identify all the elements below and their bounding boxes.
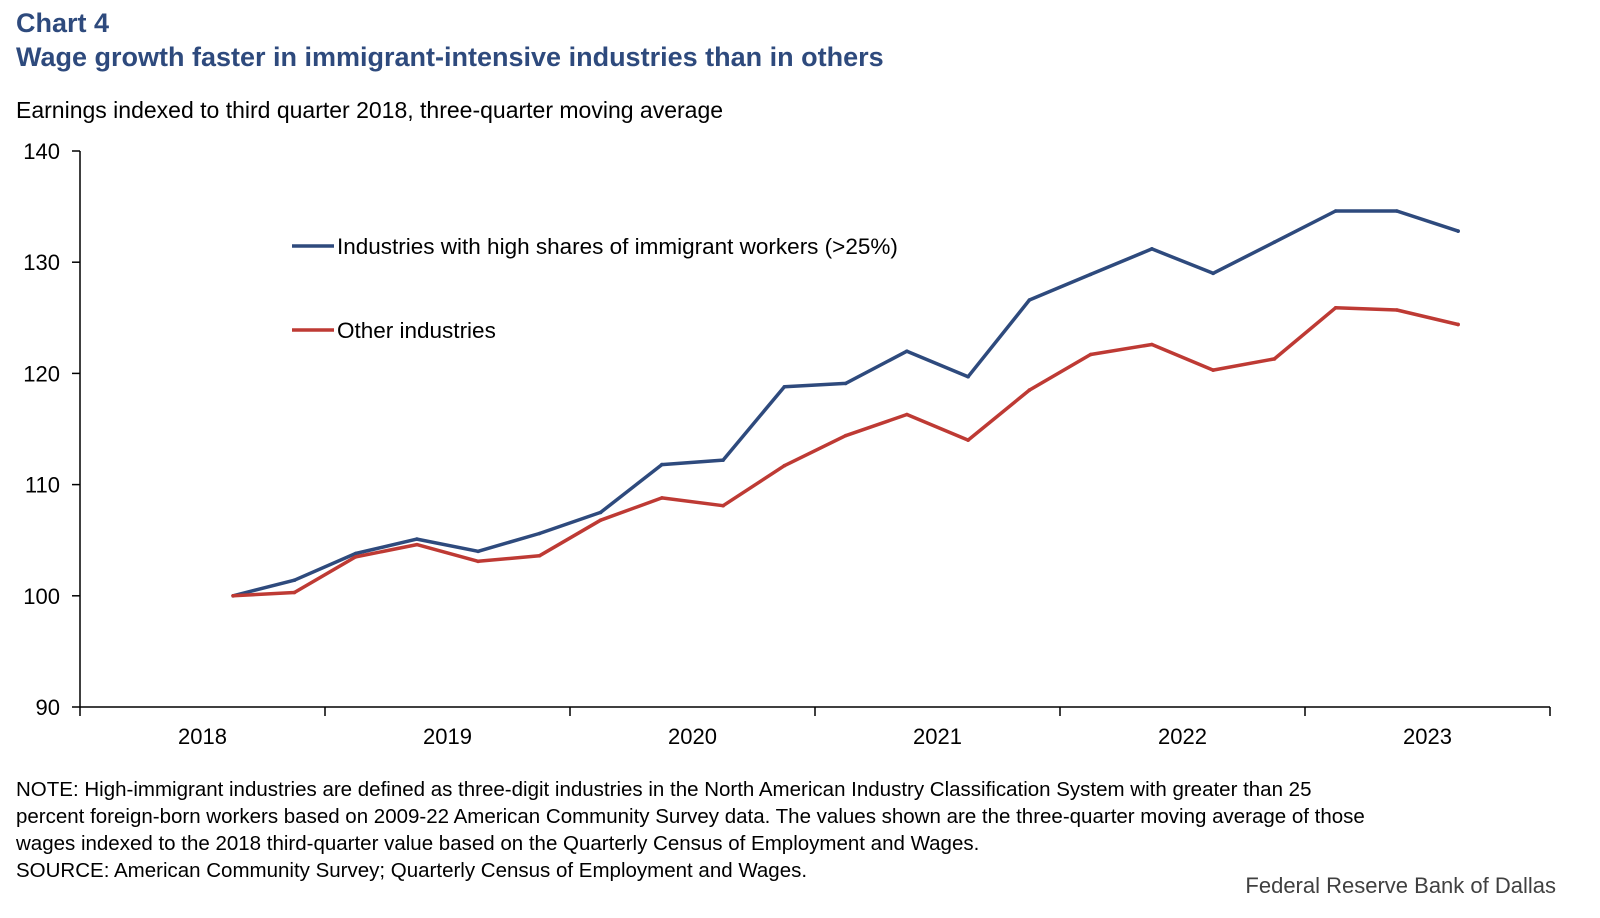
- data-point: [1395, 209, 1399, 213]
- data-point: [1456, 322, 1460, 327]
- data-point: [1456, 229, 1460, 233]
- note-line: NOTE: High-immigrant industries are defi…: [16, 778, 1312, 801]
- data-point: [782, 463, 787, 468]
- chart-subtitle: Earnings indexed to third quarter 2018, …: [16, 97, 724, 123]
- data-point: [1272, 240, 1277, 244]
- data-point: [415, 537, 419, 541]
- y-tick-label: 110: [25, 473, 60, 498]
- data-point: [598, 518, 603, 522]
- data-point: [292, 590, 297, 595]
- data-point: [905, 349, 909, 353]
- y-tick-label: 120: [23, 361, 60, 386]
- line-chart: 90 100 110 120 130 140 2018 2019 2020 2021 2022 202…: [23, 139, 1551, 749]
- x-tick-label: 2022: [1158, 724, 1207, 749]
- chart-label: Chart 4: [16, 8, 110, 38]
- data-point: [782, 384, 787, 389]
- data-point: [1150, 342, 1154, 347]
- x-tick-label: 2023: [1403, 724, 1452, 749]
- data-point: [1150, 247, 1154, 251]
- source-line: SOURCE: American Community Survey; Quart…: [16, 859, 808, 882]
- data-point: [1088, 352, 1093, 357]
- y-tick-label: 140: [23, 139, 60, 164]
- data-point: [353, 555, 358, 559]
- data-point: [660, 496, 664, 500]
- data-point: [1395, 308, 1399, 312]
- data-point: [721, 458, 725, 462]
- notes-block: NOTE: High-immigrant industries are defi…: [16, 776, 1586, 884]
- series-line-other: [231, 306, 1460, 598]
- data-point: [966, 438, 970, 442]
- data-point: [1333, 209, 1338, 213]
- data-point: [1211, 368, 1215, 372]
- data-point: [1272, 357, 1277, 361]
- data-point: [537, 553, 542, 558]
- x-tick-label: 2019: [423, 724, 472, 749]
- data-point: [537, 531, 542, 536]
- data-point: [1211, 271, 1215, 276]
- data-point: [1027, 388, 1032, 392]
- data-point: [1088, 272, 1093, 277]
- y-tick-label: 130: [23, 250, 60, 275]
- data-point: [1027, 298, 1032, 302]
- y-tick-label: 100: [23, 584, 60, 609]
- x-tick-label: 2020: [668, 724, 717, 749]
- y-tick-label: 90: [36, 695, 60, 720]
- chart-title: Wage growth faster in immigrant-intensiv…: [16, 42, 884, 72]
- data-point: [843, 381, 848, 386]
- data-point: [292, 578, 297, 583]
- x-tick-label: 2018: [178, 724, 227, 749]
- note-line: wages indexed to the 2018 third-quarter …: [16, 832, 980, 855]
- data-point: [415, 542, 419, 547]
- data-point: [231, 594, 235, 598]
- data-point: [905, 412, 909, 417]
- data-point: [598, 510, 603, 515]
- data-point: [476, 549, 480, 554]
- note-line: percent foreign-born workers based on 20…: [16, 805, 1365, 828]
- x-tick-label: 2021: [913, 724, 962, 749]
- data-point: [1333, 305, 1338, 310]
- data-point: [843, 433, 848, 438]
- data-point: [660, 462, 664, 467]
- data-point: [966, 374, 970, 379]
- credit-text: Federal Reserve Bank of Dallas: [1245, 873, 1556, 898]
- legend-label: Other industries: [337, 318, 496, 343]
- data-point: [353, 551, 358, 556]
- data-point: [476, 559, 480, 564]
- legend-label: Industries with high shares of immigrant…: [337, 234, 898, 259]
- data-point: [721, 503, 725, 508]
